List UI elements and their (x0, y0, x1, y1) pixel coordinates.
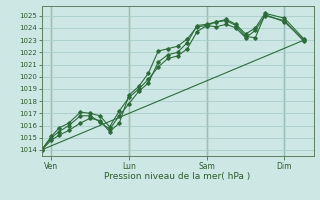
X-axis label: Pression niveau de la mer( hPa ): Pression niveau de la mer( hPa ) (104, 172, 251, 181)
